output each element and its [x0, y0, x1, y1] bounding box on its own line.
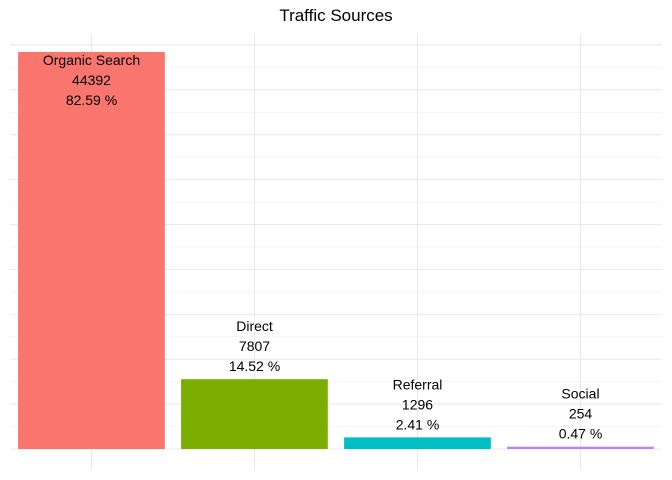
bar-percent-label: 82.59 %: [66, 92, 117, 108]
bar-labels: Organic Search 44392 82.59 % Direct 7807 14.5…: [43, 52, 602, 442]
bar-percent-label: 14.52 %: [229, 358, 280, 374]
bar-category-label: Direct: [236, 318, 273, 334]
bar-percent-label: 2.41 %: [396, 416, 440, 432]
bar-referral: [344, 437, 491, 449]
bar-value-label: 44392: [72, 72, 111, 88]
bars: [18, 52, 654, 449]
bar-value-label: 1296: [402, 396, 433, 412]
bar-value-label: 7807: [239, 338, 270, 354]
bar-value-label: 254: [569, 406, 593, 422]
bar-direct: [181, 379, 328, 449]
bar-category-label: Social: [561, 386, 599, 402]
bar-category-label: Organic Search: [43, 52, 140, 68]
bar-social: [507, 446, 654, 449]
bar-organic-search: [18, 52, 165, 449]
chart-title: Traffic Sources: [279, 6, 393, 25]
bar-category-label: Referral: [393, 376, 443, 392]
bar-percent-label: 0.47 %: [559, 426, 603, 442]
